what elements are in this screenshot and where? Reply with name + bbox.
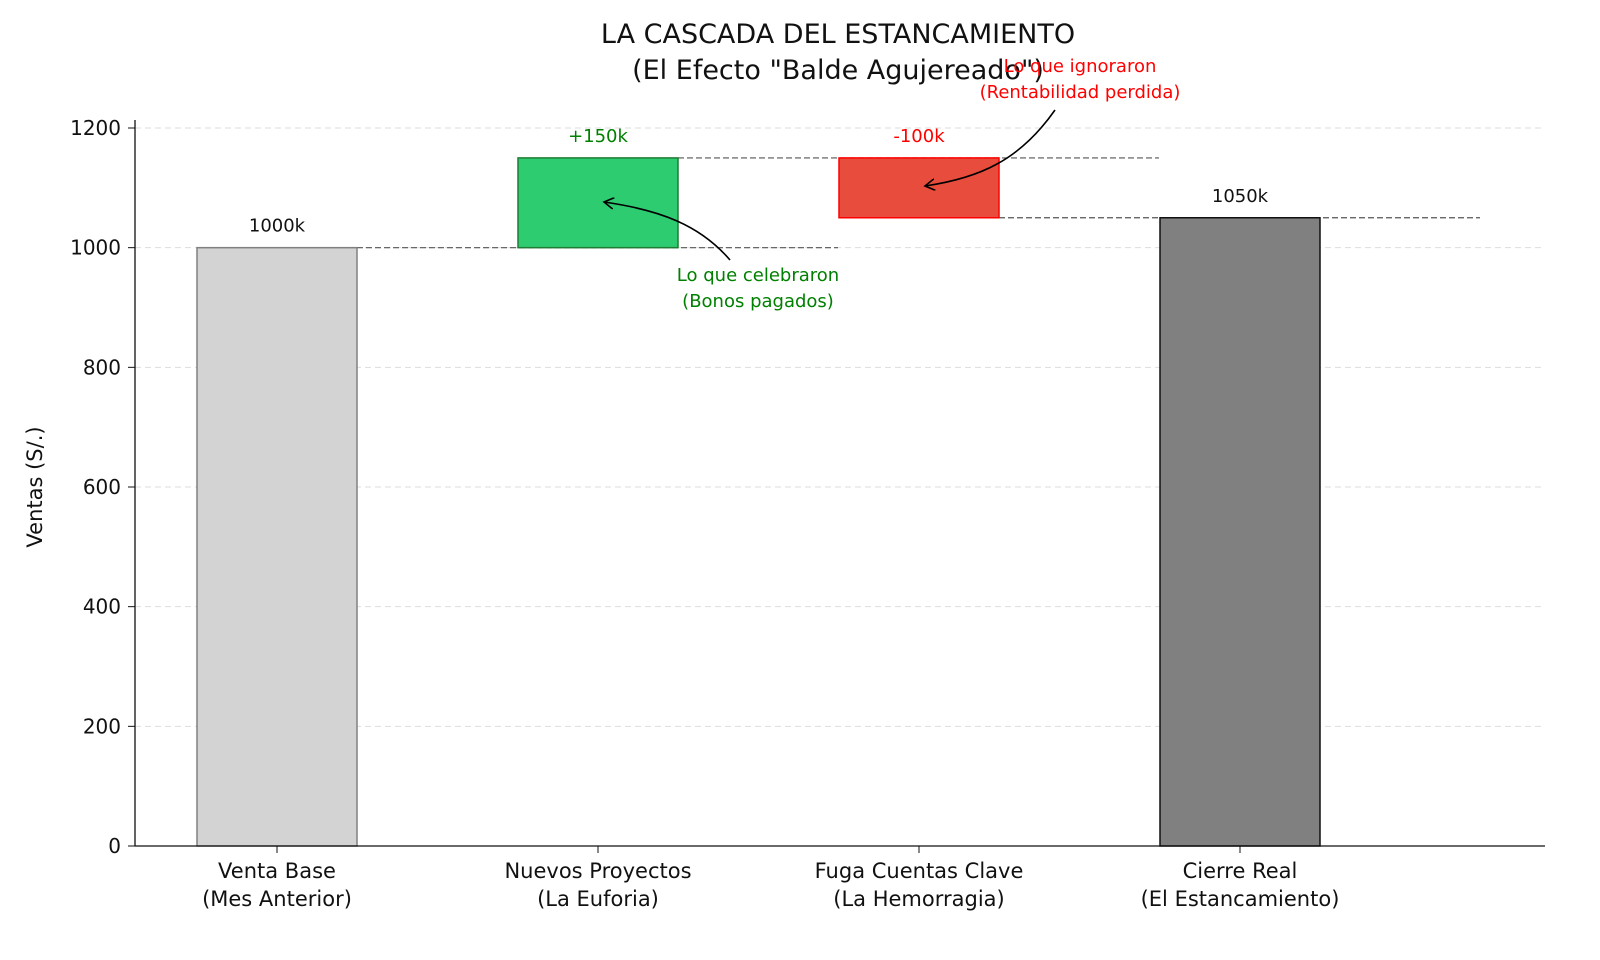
y-tick-label: 600 [83, 475, 121, 499]
y-tick-label: 1200 [70, 116, 121, 140]
bar-data-label: +150k [568, 126, 628, 147]
y-tick-label: 400 [83, 595, 121, 619]
annotation-arrow [604, 202, 731, 261]
chart-subtitle: (El Efecto "Balde Agujereado") [632, 55, 1044, 86]
x-tick-label: (La Hemorragia) [833, 887, 1004, 911]
y-tick-label: 200 [83, 714, 121, 738]
bar [1159, 217, 1321, 847]
bar [838, 157, 1000, 219]
annotation-text: Lo que ignoraron [1004, 56, 1157, 77]
chart-title: LA CASCADA DEL ESTANCAMIENTO [601, 19, 1075, 50]
y-axis-label: Ventas (S/.) [23, 426, 47, 547]
x-tick-label: Fuga Cuentas Clave [815, 859, 1024, 883]
bar-data-label: -100k [893, 126, 945, 147]
x-tick-label: Nuevos Proyectos [504, 859, 691, 883]
annotation-text: (Bonos pagados) [682, 291, 834, 312]
x-tick-label: (Mes Anterior) [202, 887, 352, 911]
bar-data-label: 1050k [1212, 186, 1269, 207]
bar [517, 157, 679, 249]
x-tick-label: (El Estancamiento) [1141, 887, 1340, 911]
x-tick-label: Cierre Real [1183, 859, 1298, 883]
x-tick-label: Venta Base [218, 859, 336, 883]
y-tick-label: 1000 [70, 236, 121, 260]
annotation-text: Lo que celebraron [677, 265, 839, 286]
y-tick-label: 800 [83, 355, 121, 379]
bar-data-label: 1000k [249, 216, 306, 237]
bar [196, 246, 358, 847]
y-tick-label: 0 [108, 834, 121, 858]
annotation-arrow [925, 109, 1056, 186]
x-tick-label: (La Euforia) [537, 887, 659, 911]
annotation-text: (Rentabilidad perdida) [980, 82, 1181, 103]
